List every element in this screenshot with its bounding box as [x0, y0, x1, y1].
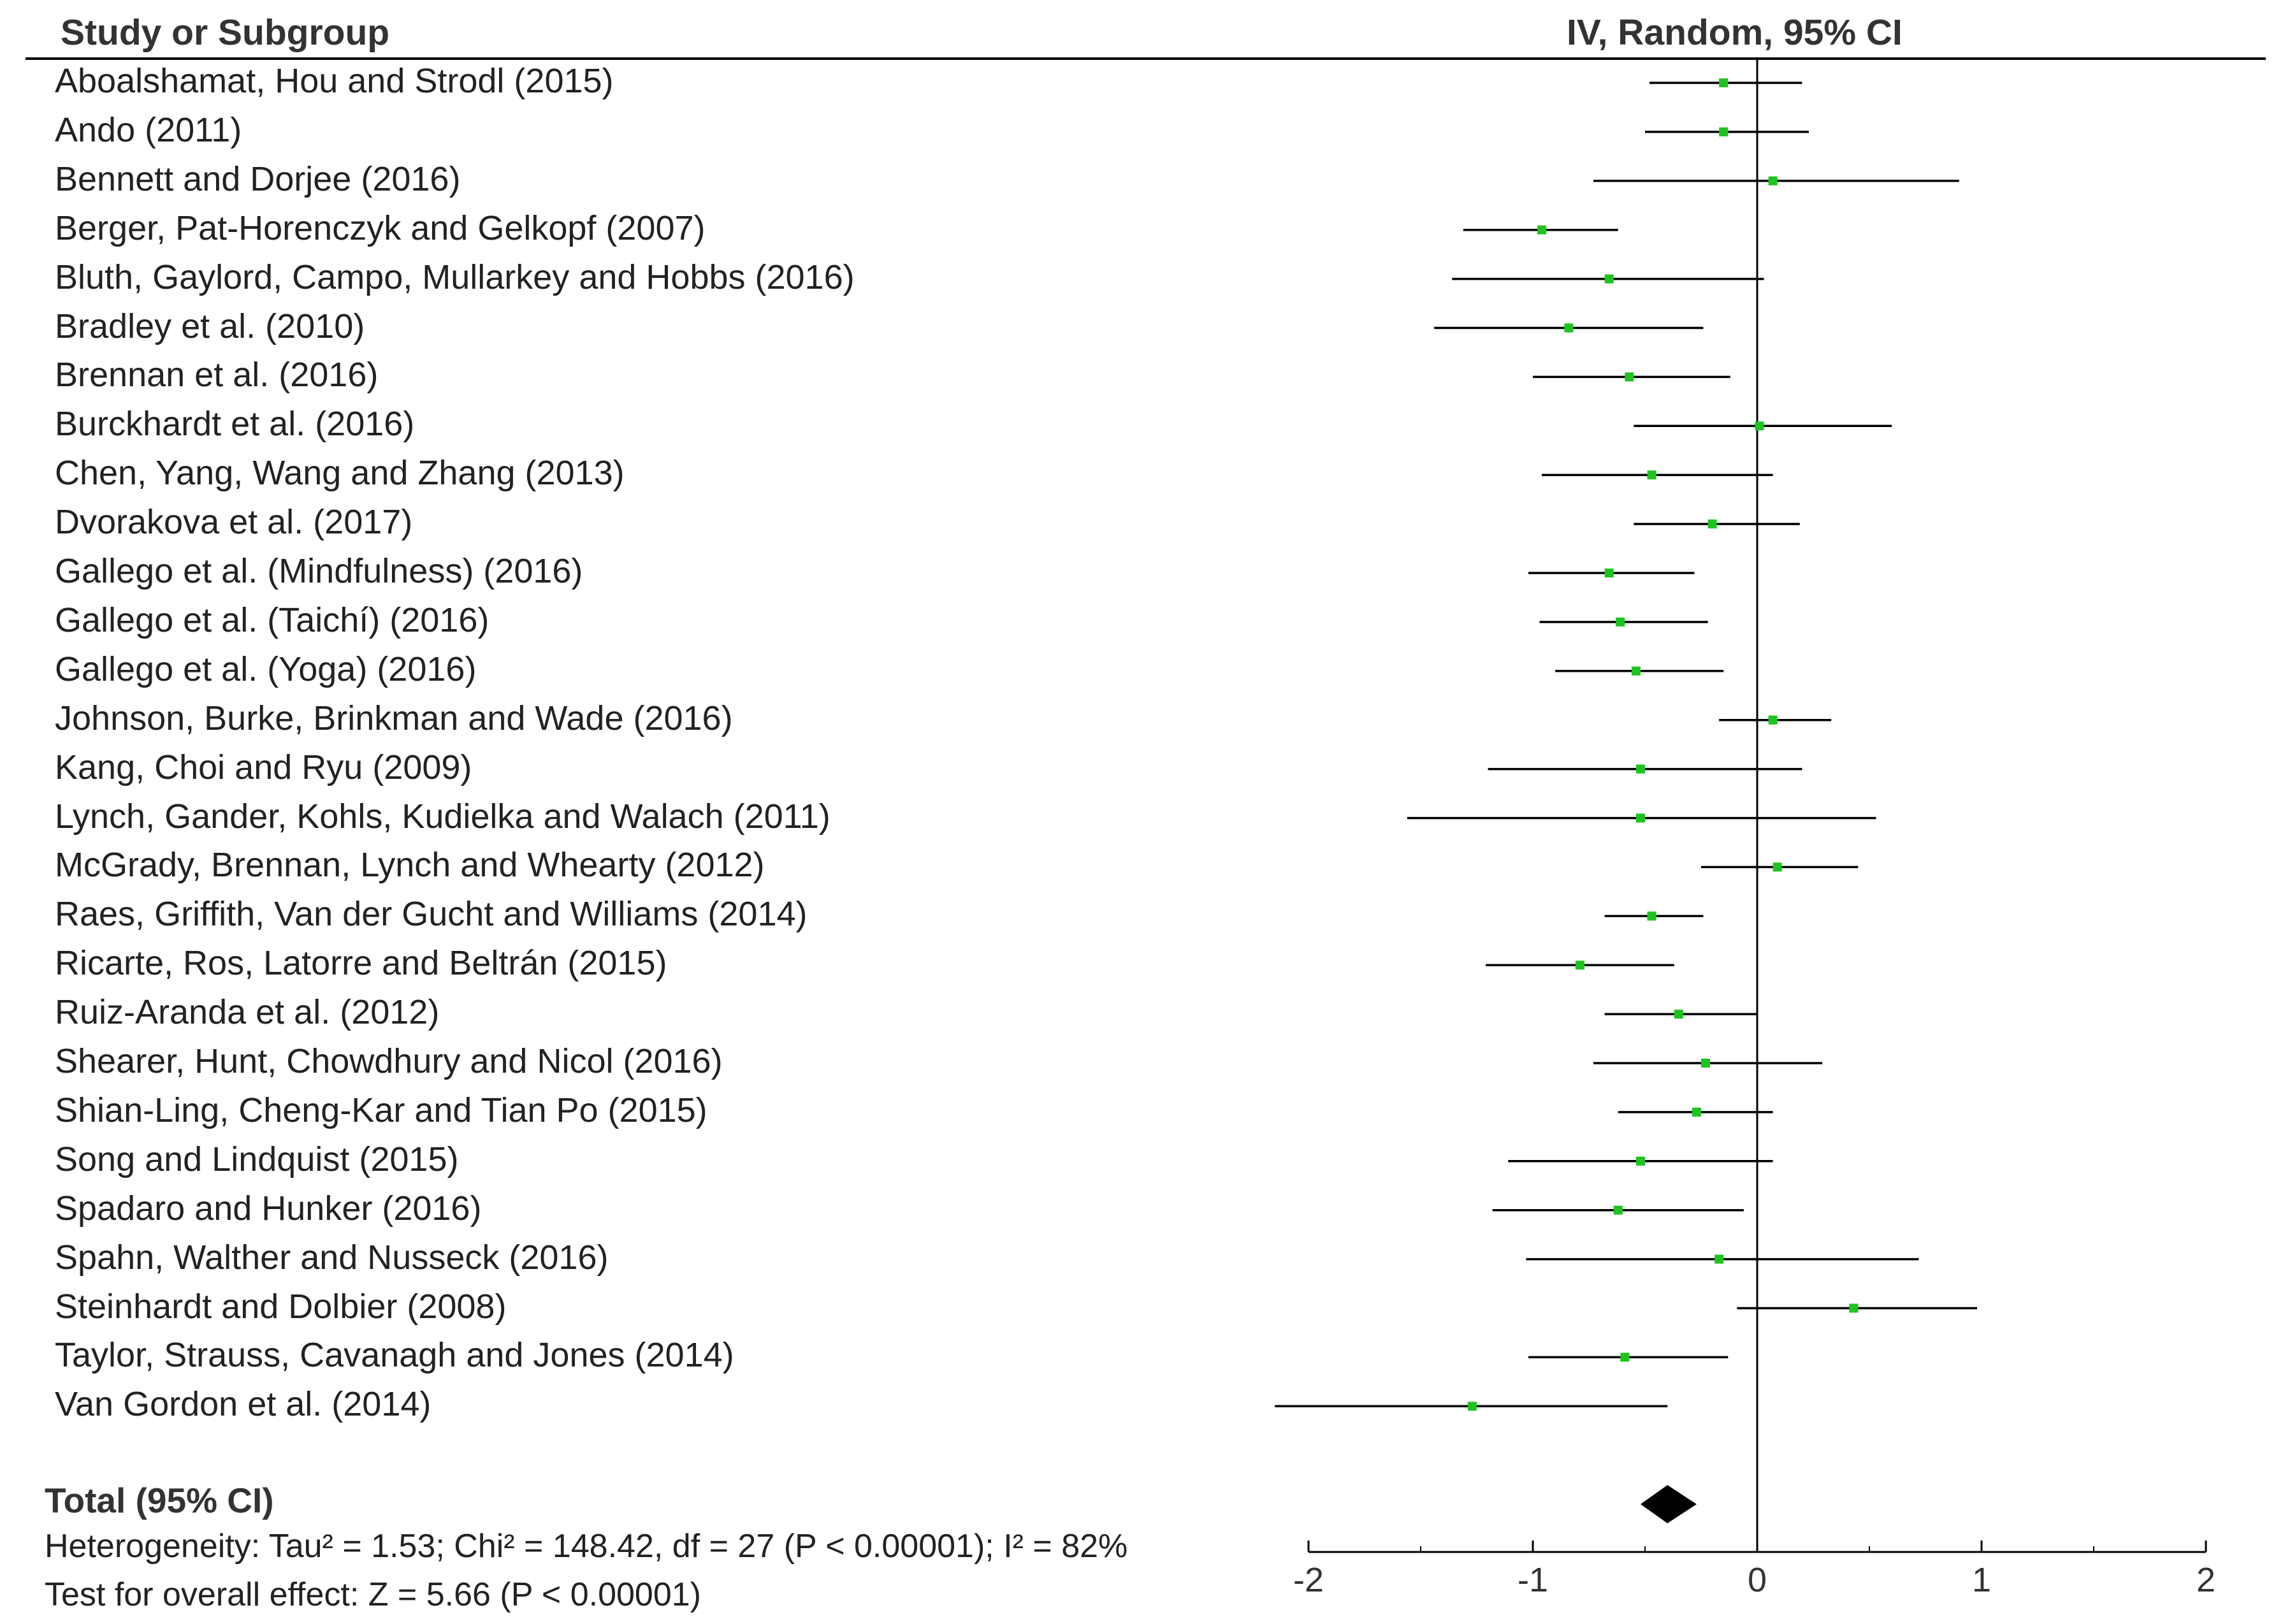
point-estimate: [1849, 1303, 1859, 1313]
point-estimate: [1647, 470, 1656, 480]
study-label: Bradley et al. (2010): [55, 307, 365, 345]
study-label: Song and Lindquist (2015): [55, 1140, 459, 1178]
study-column-header: Study or Subgroup: [61, 12, 390, 53]
point-estimate: [1635, 764, 1645, 774]
study-label: Bennett and Dorjee (2016): [55, 159, 461, 198]
study-label: Dvorakova et al. (2017): [55, 503, 413, 542]
overall-effect-text: Test for overall effect: Z = 5.66 (P < 0…: [45, 1576, 701, 1613]
study-label: Van Gordon et al. (2014): [55, 1385, 431, 1424]
study-label: Aboalshamat, Hou and Strodl (2015): [55, 62, 614, 100]
study-label: Ricarte, Ros, Latorre and Beltrán (2015): [55, 944, 667, 983]
study-label: Ruiz-Aranda et al. (2012): [55, 993, 440, 1032]
point-estimate: [1625, 372, 1634, 382]
x-tick-label: -1: [1518, 1561, 1548, 1599]
study-label: Gallego et al. (Yoga) (2016): [55, 649, 477, 688]
x-tick-label: 2: [2196, 1561, 2215, 1599]
point-estimate: [1714, 1254, 1724, 1264]
point-estimate: [1772, 862, 1782, 872]
study-label: Shearer, Hunt, Chowdhury and Nicol (2016…: [55, 1042, 723, 1080]
total-label: Total (95% CI): [45, 1481, 274, 1520]
study-label: Kang, Choi and Ryu (2009): [55, 748, 472, 787]
x-tick-label: 0: [1748, 1561, 1767, 1599]
study-label: Raes, Griffith, Van der Gucht and Willia…: [55, 895, 808, 934]
study-label: Berger, Pat-Horenczyk and Gelkopf (2007): [55, 208, 706, 247]
study-label: Johnson, Burke, Brinkman and Wade (2016): [55, 699, 733, 737]
total-diamond: [1640, 1485, 1697, 1523]
study-label: Spahn, Walther and Nusseck (2016): [55, 1238, 609, 1277]
point-estimate: [1613, 1205, 1623, 1215]
study-label: Ando (2011): [55, 110, 242, 149]
point-estimate: [1719, 78, 1729, 87]
point-estimate: [1604, 274, 1614, 284]
point-estimate: [1635, 813, 1645, 823]
study-label: Lynch, Gander, Kohls, Kudielka and Walac…: [55, 797, 830, 836]
x-tick-label: -2: [1293, 1561, 1324, 1599]
study-label: Burckhardt et al. (2016): [55, 405, 415, 444]
point-estimate: [1719, 127, 1729, 136]
study-label: Steinhardt and Dolbier (2008): [55, 1287, 507, 1326]
point-estimate: [1701, 1059, 1711, 1068]
study-label: Gallego et al. (Mindfulness) (2016): [55, 552, 583, 590]
point-estimate: [1631, 666, 1641, 676]
study-label: Spadaro and Hunker (2016): [55, 1189, 482, 1228]
point-estimate: [1616, 617, 1625, 627]
point-estimate: [1674, 1010, 1683, 1019]
study-label: Taylor, Strauss, Cavanagh and Jones (201…: [55, 1336, 734, 1375]
study-label: McGrady, Brennan, Lynch and Whearty (201…: [55, 846, 765, 885]
point-estimate: [1635, 1156, 1645, 1166]
point-estimate: [1537, 225, 1547, 235]
point-estimate: [1604, 569, 1614, 577]
study-label: Gallego et al. (Taichí) (2016): [55, 600, 489, 639]
point-estimate: [1647, 911, 1656, 921]
study-label: Chen, Yang, Wang and Zhang (2013): [55, 454, 625, 493]
heterogeneity-text: Heterogeneity: Tau² = 1.53; Chi² = 148.4…: [45, 1528, 1128, 1565]
point-estimate: [1467, 1402, 1477, 1411]
point-estimate: [1768, 715, 1778, 725]
point-estimate: [1755, 421, 1764, 431]
point-estimate: [1564, 323, 1574, 333]
x-tick-label: 1: [1972, 1561, 1991, 1599]
point-estimate: [1768, 176, 1778, 185]
point-estimate: [1692, 1107, 1701, 1117]
study-label: Bluth, Gaylord, Campo, Mullarkey and Hob…: [55, 257, 855, 296]
point-estimate: [1620, 1352, 1630, 1362]
point-estimate: [1707, 519, 1717, 529]
study-label: Brennan et al. (2016): [55, 356, 379, 395]
study-label: Shian-Ling, Cheng-Kar and Tian Po (2015): [55, 1091, 707, 1129]
ci-column-header: IV, Random, 95% CI: [1567, 12, 1903, 53]
point-estimate: [1575, 961, 1584, 970]
